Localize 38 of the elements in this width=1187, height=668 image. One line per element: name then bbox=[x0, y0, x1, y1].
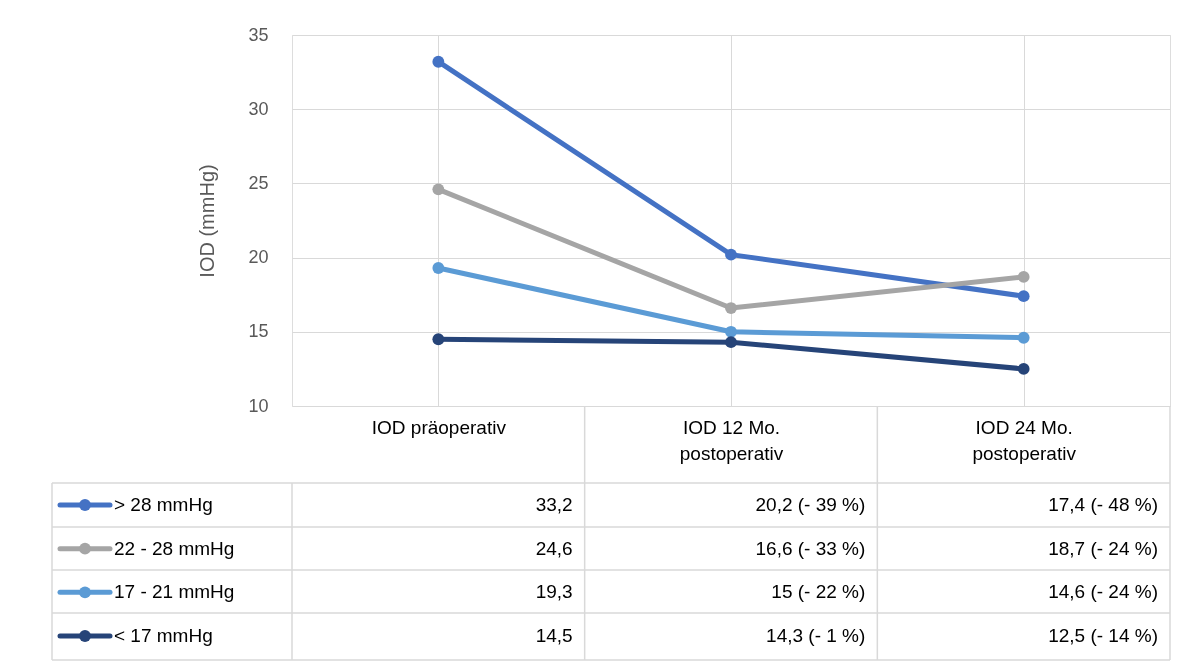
point bbox=[1017, 331, 1030, 344]
data-label: 14,5 bbox=[535, 625, 573, 646]
data-label: 14,3 (- 1 %) bbox=[766, 625, 866, 646]
y-tick-label: 25 bbox=[248, 172, 269, 193]
point bbox=[725, 248, 737, 261]
y-tick-label: 10 bbox=[248, 395, 269, 416]
data-label: 15 (- 22 %) bbox=[771, 581, 866, 603]
y-tick-label: 35 bbox=[248, 24, 269, 45]
data-label: 16,6 (- 33 %) bbox=[755, 537, 866, 559]
data-label: 18,7 (- 24 %) bbox=[1048, 537, 1158, 559]
point bbox=[1017, 290, 1030, 303]
legend-label: > 28 mmHg bbox=[114, 494, 213, 515]
y-tick-label: 15 bbox=[248, 321, 269, 342]
point bbox=[432, 55, 445, 68]
point bbox=[725, 336, 737, 349]
legend-label: 17 - 21 mmHg bbox=[114, 581, 235, 603]
data-label: 19,3 bbox=[535, 581, 573, 603]
point bbox=[725, 325, 737, 338]
x-tick-label: IOD 12 Mo. postoperativ bbox=[679, 416, 784, 464]
data-label: 20,2 (- 39 %) bbox=[755, 494, 866, 515]
legend-label: < 17 mmHg bbox=[114, 625, 213, 646]
x-tick-label: IOD 24 Mo. postoperativ bbox=[972, 416, 1077, 464]
point bbox=[432, 333, 445, 346]
y-tick-label: 30 bbox=[248, 98, 269, 119]
point bbox=[432, 262, 445, 274]
point bbox=[725, 302, 737, 314]
data-label: 24,6 bbox=[535, 537, 573, 559]
data-label: 33,2 bbox=[535, 494, 573, 515]
y-axis-title: IOD (mmHg) bbox=[196, 164, 219, 278]
data-label: 17,4 (- 48 %) bbox=[1048, 494, 1158, 515]
legend-label: 22 - 28 mmHg bbox=[114, 537, 235, 559]
point bbox=[432, 183, 445, 196]
point bbox=[1017, 363, 1030, 375]
point bbox=[1017, 270, 1030, 283]
y-tick-label: 20 bbox=[248, 247, 269, 268]
x-tick-label: IOD präoperativ bbox=[371, 416, 507, 438]
data-label: 14,6 (- 24 %) bbox=[1048, 581, 1158, 603]
data-label: 12,5 (- 14 %) bbox=[1048, 625, 1158, 646]
